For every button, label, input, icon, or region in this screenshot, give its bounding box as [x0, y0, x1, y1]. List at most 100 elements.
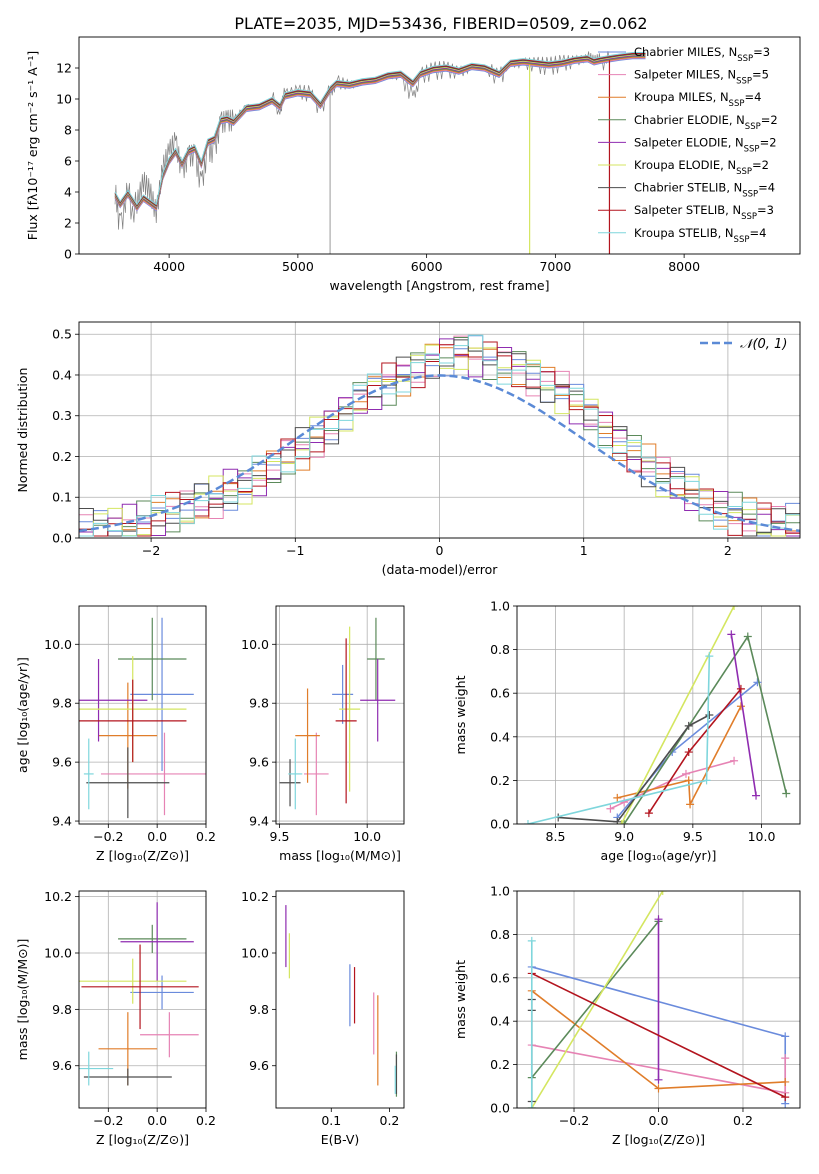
x-axis-label: mass [log₁₀(M/M⊙)] [279, 848, 401, 863]
x-tick-label: 0.2 [196, 1113, 216, 1128]
y-tick-label: 10.0 [241, 946, 269, 961]
y-axis-label: mass weight [453, 960, 468, 1039]
x-axis-label: age [log₁₀(age/yr)] [601, 848, 717, 863]
y-tick-label: 0.6 [490, 970, 510, 985]
weight-series-8 [644, 684, 745, 818]
weight-series-9 [523, 652, 714, 824]
model-line-2 [114, 57, 646, 211]
legend-entry: Chabrier ELODIE, NSSP=2 [634, 113, 778, 132]
errorbar-point-5 [79, 659, 148, 742]
y-tick-label: 2 [64, 216, 72, 231]
y-tick-label: 10 [56, 92, 72, 107]
weight-marker [705, 711, 714, 719]
x-tick-label: 7000 [539, 259, 571, 274]
weight-marker [613, 817, 622, 824]
chart-weight-vs-age: 8.5 9.0 9.5 10.0 0.0 0.2 0.4 0.6 0.8 1.0 age [log₁… [453, 599, 801, 863]
observed-spectrum-line [114, 51, 610, 230]
weight-series-7 [554, 711, 714, 824]
y-tick-label: 0.4 [52, 367, 72, 382]
weight-marker [686, 800, 695, 809]
y-tick-label: 9.4 [52, 814, 72, 829]
y-axis-label: mass [log₁₀(M/M⊙)] [15, 939, 30, 1061]
y-tick-label: 0.0 [52, 531, 72, 546]
weight-series-9 [527, 936, 536, 1108]
x-axis-label: wavelength [Angstrom, rest frame] [329, 278, 549, 293]
weight-marker [753, 678, 762, 687]
errorbar-point-9 [288, 738, 303, 810]
x-tick-label: 9.5 [683, 829, 703, 844]
axes-frame [516, 605, 801, 825]
y-tick-label: 9.6 [249, 755, 269, 770]
x-tick-label: 0.0 [147, 829, 167, 844]
histogram-7 [79, 339, 800, 538]
weight-marker [702, 776, 711, 785]
y-axis-label: age [log₁₀(age/yr)] [15, 657, 30, 773]
weight-marker [781, 1077, 790, 1086]
legend-entry: Chabrier STELIB, NSSP=4 [634, 181, 775, 200]
plot-area [527, 891, 790, 1108]
y-tick-label: 0.0 [490, 817, 510, 832]
y-tick-label: 10.2 [44, 889, 72, 904]
weight-marker [606, 804, 615, 813]
y-tick-label: 9.8 [52, 1002, 72, 1017]
y-tick-label: 10.2 [241, 889, 269, 904]
chart-spectrum: Chabrier MILES, NSSP=3 Salpeter MILES, NS… [25, 36, 801, 293]
weight-marker [736, 684, 745, 693]
y-tick-label: 10.0 [44, 946, 72, 961]
model-line-7 [114, 53, 646, 207]
x-tick-label: 5000 [282, 259, 314, 274]
y-tick-label: 9.4 [249, 814, 269, 829]
weight-marker [527, 1104, 536, 1108]
y-tick-label: 9.8 [249, 696, 269, 711]
weight-marker [523, 820, 532, 824]
y-tick-label: 0.4 [490, 729, 510, 744]
y-tick-label: 0 [64, 247, 72, 262]
errorbar-point-4 [118, 617, 187, 701]
y-tick-label: 10.0 [241, 637, 269, 652]
weight-line [623, 634, 788, 824]
errorbar-point-5 [360, 659, 396, 742]
y-tick-label: 0.6 [490, 686, 510, 701]
x-axis-label: Z [log₁₀(Z/Z⊙)] [612, 1132, 705, 1147]
y-axis-label: Normed distribution [15, 368, 30, 493]
weight-line [531, 972, 786, 1098]
weight-marker [654, 1084, 663, 1093]
x-tick-label: −0.2 [559, 1113, 589, 1128]
x-tick-label: 0.0 [649, 1113, 669, 1128]
errorbar-point-8 [79, 679, 187, 763]
weight-marker [613, 793, 622, 802]
weight-marker [658, 891, 667, 895]
x-tick-label: 0.2 [380, 1113, 400, 1128]
weight-series-5 [654, 915, 663, 1084]
weight-marker [781, 1032, 790, 1041]
y-tick-label: 0.3 [52, 408, 72, 423]
errorbar-point-9 [83, 738, 94, 810]
y-tick-label: 0.2 [490, 773, 510, 788]
weight-line [531, 920, 660, 1079]
weight-series-1 [613, 678, 762, 822]
y-tick-label: 0.2 [52, 449, 72, 464]
x-tick-label: 4000 [153, 259, 185, 274]
x-tick-label: −2 [142, 543, 160, 558]
y-tick-label: 12 [56, 61, 72, 76]
weight-marker [654, 915, 663, 924]
legend-entry: Chabrier MILES, NSSP=3 [634, 45, 770, 64]
weight-marker [705, 652, 714, 661]
model-line-4 [114, 55, 646, 210]
weight-line [617, 705, 742, 808]
errorbar-point-3 [295, 688, 320, 783]
y-tick-label: 9.8 [249, 1002, 269, 1017]
weight-marker [681, 769, 690, 778]
x-tick-label: −0.2 [93, 829, 123, 844]
legend-entry: Kroupa ELODIE, NSSP=2 [634, 158, 769, 177]
x-axis-label: Z [log₁₀(Z/Z⊙)] [96, 848, 189, 863]
y-tick-label: 9.8 [52, 696, 72, 711]
x-tick-label: 0 [436, 543, 444, 558]
errorbar-point-5 [120, 902, 194, 982]
x-tick-label: 0.2 [196, 829, 216, 844]
legend-entry: 𝒩(0, 1) [740, 337, 787, 352]
y-tick-label: 0.8 [490, 927, 510, 942]
y-tick-label: 9.6 [249, 1058, 269, 1073]
